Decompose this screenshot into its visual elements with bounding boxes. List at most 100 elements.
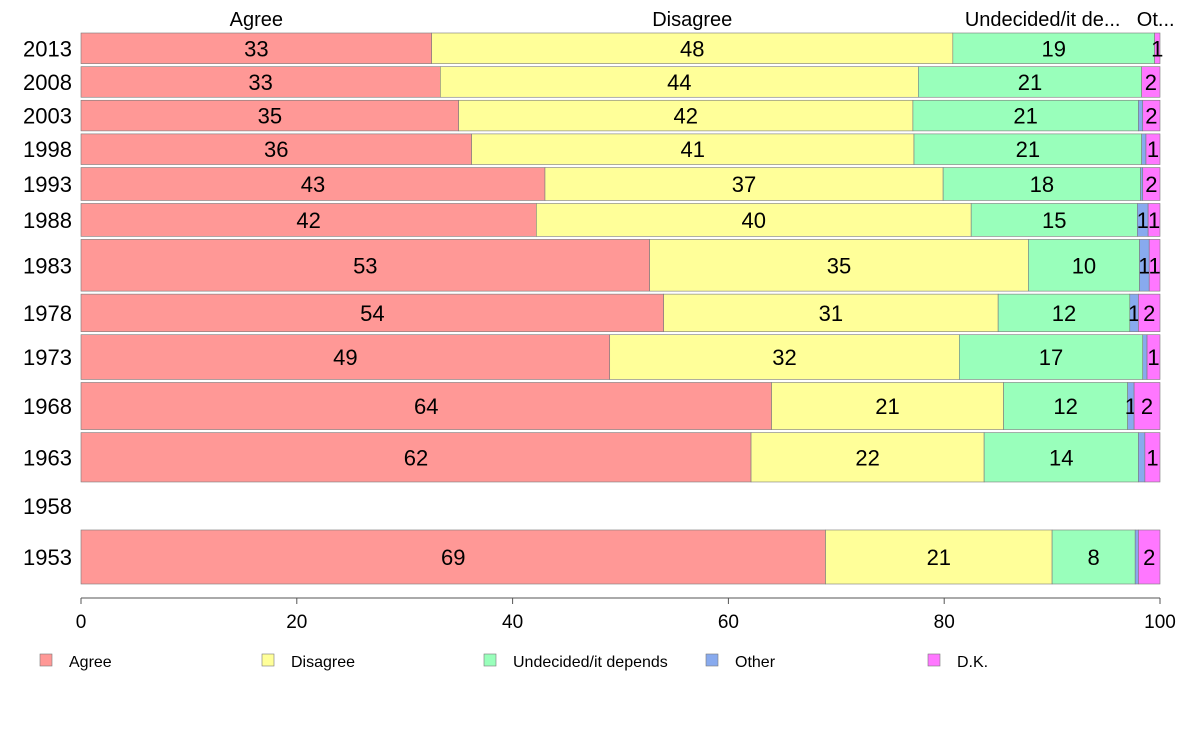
data-label-1993-undecided-it-depends: 18 — [1030, 172, 1054, 197]
bar-2003-other — [1138, 99, 1144, 132]
data-label-1988-agree: 42 — [296, 208, 320, 233]
bar-1953-disagree — [825, 529, 1053, 585]
year-label-2008: 2008 — [23, 70, 72, 95]
data-label-1993-agree: 43 — [301, 172, 325, 197]
bar-1998-other — [1141, 133, 1147, 165]
bar-2013-agree — [80, 32, 432, 64]
x-tick-label-80: 80 — [934, 612, 955, 633]
legend-label-disagree: Disagree — [291, 654, 355, 671]
year-label-1973: 1973 — [23, 345, 72, 370]
bar-2013-undecided-it-depends — [952, 32, 1155, 64]
data-label-2003-d-k: 2 — [1145, 104, 1157, 129]
data-label-1993-d-k: 2 — [1145, 172, 1157, 197]
bar-1953-d-k — [1138, 529, 1161, 585]
data-label-1973-d-k: 1 — [1147, 345, 1159, 370]
bar-1968-disagree — [771, 382, 1004, 430]
data-label-1968-undecided-it-depends: 12 — [1053, 394, 1077, 419]
data-label-1983-undecided-it-depends: 10 — [1072, 253, 1096, 278]
bar-1993-other — [1140, 167, 1144, 201]
bar-1998-undecided-it-depends — [913, 133, 1142, 165]
column-header-1: Agree — [230, 9, 283, 31]
bar-1993-agree — [80, 167, 546, 201]
data-label-2008-agree: 33 — [248, 70, 272, 95]
year-label-1978: 1978 — [23, 301, 72, 326]
legend-swatch-d-k — [927, 653, 941, 667]
x-tick-label-100: 100 — [1144, 612, 1176, 633]
data-label-1953-disagree: 21 — [927, 545, 951, 570]
data-label-1968-agree: 64 — [414, 394, 438, 419]
data-label-1978-undecided-it-depends: 12 — [1052, 301, 1076, 326]
bar-1963-other — [1138, 432, 1146, 483]
data-label-1978-d-k: 2 — [1143, 301, 1155, 326]
year-labels: 2013 2008 2003 1998 1993 1988 1983 1978 1973 1968… — [23, 36, 72, 570]
bar-1988-undecided-it-depends — [970, 203, 1138, 237]
bar-2008-disagree — [440, 66, 919, 98]
legend-label-agree: Agree — [69, 654, 112, 671]
bar-2003-disagree — [458, 99, 914, 132]
legend-swatch-disagree — [261, 653, 275, 667]
bar-2003-agree — [80, 99, 459, 132]
data-label-1983-disagree: 35 — [827, 253, 851, 278]
bar-1998-agree — [80, 133, 472, 165]
legend-swatch-undecided-it-depends — [483, 653, 497, 667]
data-label-2013-d-k: 1 — [1151, 36, 1163, 61]
year-label-1988: 1988 — [23, 208, 72, 233]
data-label-2003-agree: 35 — [258, 104, 282, 129]
bar-1953-agree — [80, 529, 826, 585]
bars: 33 48 19 133 44 21 235 42 21 236 41 21 143 37 18 242 40 1… — [80, 32, 1163, 585]
year-label-1953: 1953 — [23, 545, 72, 570]
legend-label-undecided-it-depends: Undecided/it depends — [513, 654, 668, 671]
data-label-1973-agree: 49 — [333, 345, 357, 370]
bar-1968-undecided-it-depends — [1003, 382, 1128, 430]
bar-2003-d-k — [1142, 99, 1161, 132]
data-label-2003-disagree: 42 — [674, 104, 698, 129]
column-header-3: Undecided/it de... — [965, 9, 1121, 31]
legend-swatch-other — [705, 653, 719, 667]
column-header-2: Disagree — [652, 9, 732, 31]
bar-1963-disagree — [750, 432, 985, 483]
bar-1953-other — [1134, 529, 1139, 585]
bar-1953-undecided-it-depends — [1051, 529, 1136, 585]
bar-1998-d-k — [1145, 133, 1161, 165]
bar-1988-d-k — [1147, 203, 1161, 237]
data-label-1988-other: 1 — [1137, 208, 1149, 233]
data-label-1978-disagree: 31 — [819, 301, 843, 326]
column-headers: Agree Disagree Undecided/it de... Ot... — [230, 9, 1175, 31]
legend-label-other: Other — [735, 654, 776, 671]
data-label-1983-agree: 53 — [353, 253, 377, 278]
data-label-1993-disagree: 37 — [732, 172, 756, 197]
bar-1968-d-k — [1133, 382, 1161, 430]
bar-1963-undecided-it-depends — [983, 432, 1139, 483]
data-label-2013-agree: 33 — [244, 36, 268, 61]
bar-1993-undecided-it-depends — [942, 167, 1141, 201]
bar-1978-d-k — [1138, 293, 1161, 332]
x-axis: 0 20 40 60 80 100 — [76, 597, 1176, 633]
bar-1973-agree — [80, 334, 611, 380]
data-label-1963-agree: 62 — [404, 445, 428, 470]
data-label-1953-agree: 69 — [441, 545, 465, 570]
data-label-2013-undecided-it-depends: 19 — [1041, 36, 1065, 61]
bar-2013-disagree — [431, 32, 954, 64]
data-label-2003-undecided-it-depends: 21 — [1013, 104, 1037, 129]
column-header-4: Ot... — [1137, 9, 1175, 31]
data-label-1968-disagree: 21 — [875, 394, 899, 419]
year-label-2013: 2013 — [23, 36, 72, 61]
bar-1978-agree — [80, 293, 664, 332]
data-label-1998-d-k: 1 — [1147, 137, 1159, 162]
bar-1988-disagree — [536, 203, 972, 237]
bar-1983-disagree — [649, 239, 1029, 292]
bar-1993-disagree — [544, 167, 944, 201]
bar-1983-undecided-it-depends — [1028, 239, 1140, 292]
bar-1963-agree — [80, 432, 752, 483]
data-label-1978-agree: 54 — [360, 301, 384, 326]
data-label-2008-d-k: 2 — [1145, 70, 1157, 95]
data-label-1953-d-k: 2 — [1143, 545, 1155, 570]
x-tick-label-20: 20 — [286, 612, 307, 633]
legend-swatch-agree — [39, 653, 53, 667]
data-label-1983-other: 1 — [1138, 253, 1150, 278]
data-label-1983-d-k: 1 — [1148, 253, 1160, 278]
data-label-1973-undecided-it-depends: 17 — [1039, 345, 1063, 370]
bar-1988-agree — [80, 203, 537, 237]
year-label-1958: 1958 — [23, 494, 72, 519]
x-tick-label-60: 60 — [718, 612, 739, 633]
